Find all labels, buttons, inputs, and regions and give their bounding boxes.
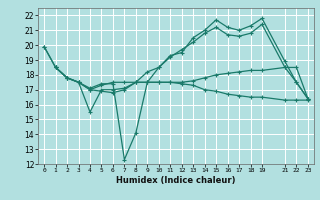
X-axis label: Humidex (Indice chaleur): Humidex (Indice chaleur)	[116, 176, 236, 185]
